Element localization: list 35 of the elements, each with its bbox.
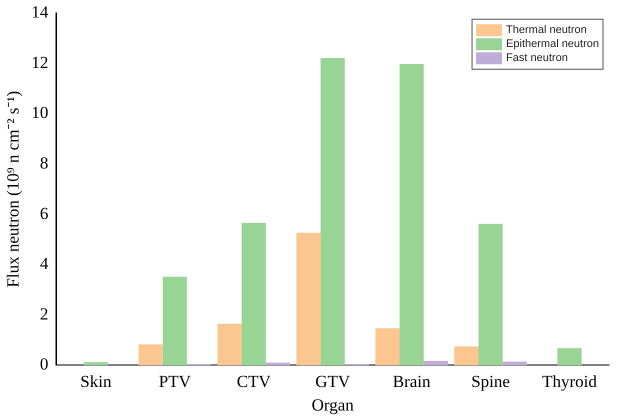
x-tick-label: Thyroid — [542, 372, 598, 391]
legend-label: Epithermal neutron — [506, 38, 600, 50]
y-tick-label: 4 — [40, 254, 49, 274]
legend-label: Thermal neutron — [506, 24, 587, 36]
bar — [375, 328, 400, 366]
bar — [242, 222, 266, 366]
bar — [478, 224, 503, 366]
x-tick-label: Skin — [80, 372, 112, 391]
x-axis-title: Organ — [312, 395, 354, 414]
x-tick-label: PTV — [158, 372, 192, 391]
y-tick-label: 10 — [31, 103, 48, 122]
bar — [454, 346, 478, 366]
y-tick-label: 14 — [31, 2, 49, 22]
bar — [502, 362, 527, 366]
bar — [557, 348, 582, 366]
bar — [296, 232, 321, 366]
x-tick-label: GTV — [315, 372, 351, 391]
legend-label: Fast neutron — [506, 52, 568, 64]
x-tick-label: Spine — [471, 372, 510, 391]
y-tick-label: 12 — [31, 52, 48, 72]
y-tick-label: 8 — [40, 154, 48, 173]
bar — [162, 276, 187, 366]
bar — [266, 362, 290, 366]
bar — [424, 360, 448, 366]
bar — [400, 64, 424, 366]
bar — [138, 344, 163, 366]
y-tick-label: 0 — [40, 354, 48, 374]
x-tick-label: Brain — [392, 372, 432, 391]
x-tick-label: CTV — [236, 372, 272, 391]
bar — [217, 324, 242, 366]
bar — [84, 362, 108, 366]
bar — [320, 58, 345, 366]
y-tick-label: 2 — [40, 304, 48, 324]
y-axis-title: Flux neutron (10⁹ n cm⁻² s⁻¹) — [4, 90, 23, 288]
y-tick-label: 6 — [40, 204, 48, 223]
